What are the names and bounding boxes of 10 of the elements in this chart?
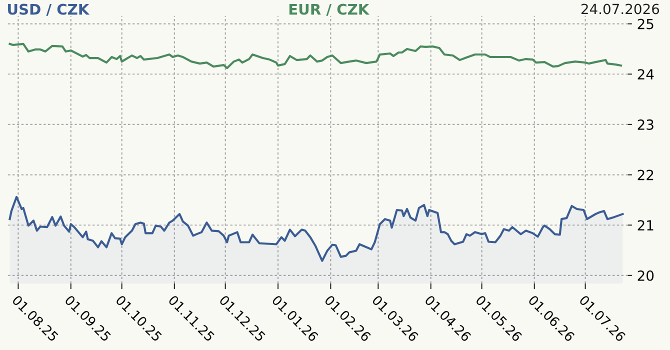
line-series xyxy=(8,42,622,70)
y-tick-label: 22 xyxy=(638,170,654,180)
text: EUR / CZK xyxy=(289,4,370,16)
text: USD / CZK xyxy=(8,4,90,16)
text: 24.07.2026 xyxy=(581,4,660,14)
y-tick-label: 25 xyxy=(638,18,654,30)
y-tick-label: 23 xyxy=(638,119,654,130)
y-tick-label: 24 xyxy=(638,69,654,80)
y-tick-label: 20 xyxy=(638,270,654,281)
y-tick-label: 21 xyxy=(638,220,654,230)
